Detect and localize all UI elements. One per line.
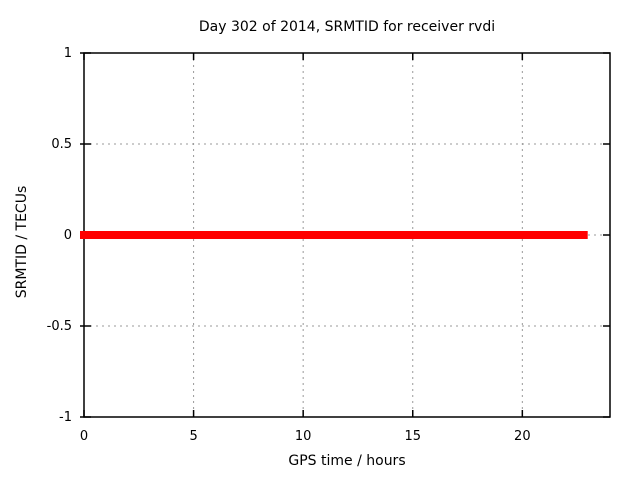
y-tick-label: 0.5 <box>51 137 72 152</box>
y-tick-label: 1 <box>64 46 72 61</box>
x-tick-label: 10 <box>295 429 312 444</box>
x-axis-label: GPS time / hours <box>288 453 406 469</box>
y-tick-label: -0.5 <box>47 319 72 334</box>
chart-title: Day 302 of 2014, SRMTID for receiver rvd… <box>198 19 496 35</box>
x-tick-label: 0 <box>80 429 88 444</box>
x-tick-label: 15 <box>404 429 421 444</box>
y-tick-label: -1 <box>59 410 72 425</box>
x-tick-label: 20 <box>514 429 531 444</box>
x-tick-label: 5 <box>189 429 197 444</box>
y-tick-label: 0 <box>64 228 72 243</box>
